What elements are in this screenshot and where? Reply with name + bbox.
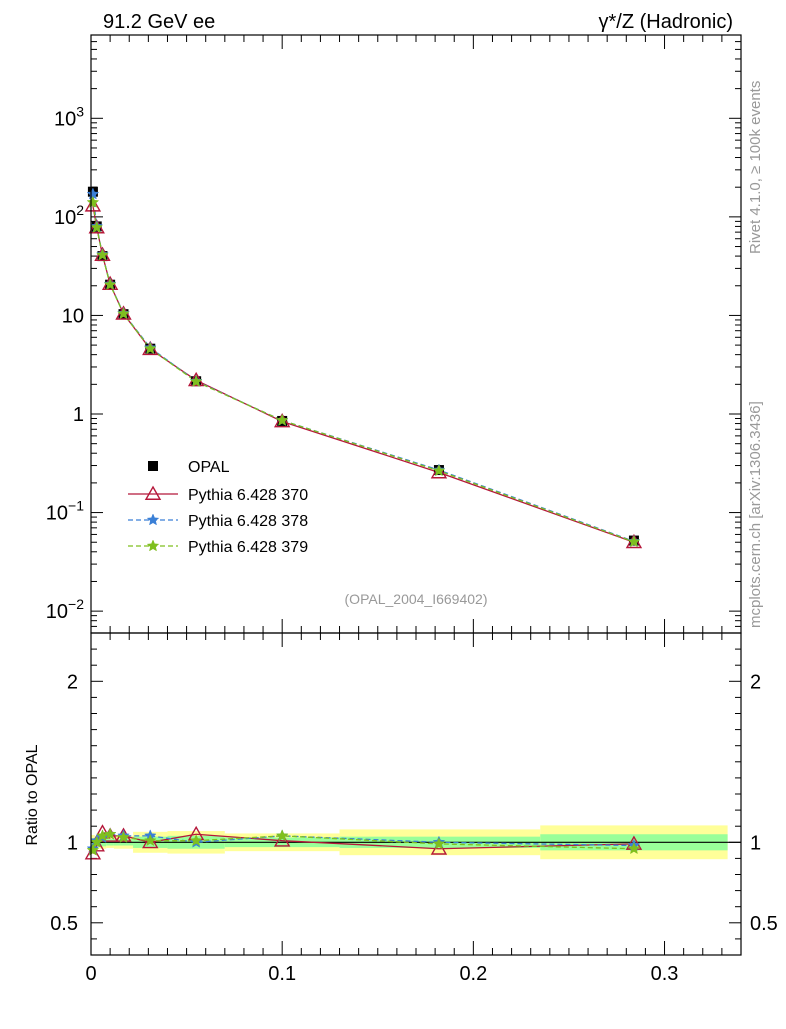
legend-label: Pythia 6.428 370 [188,487,308,504]
ratio-y-tick-label-right: 1 [750,832,761,854]
ratio-point [90,835,104,848]
ratio-series-line [92,833,634,851]
main-y-tick-label: 1 [73,404,84,426]
legend-label: Pythia 6.428 378 [188,513,308,530]
mc-point [90,220,104,233]
ratio-point [143,834,157,847]
mc-point [189,374,203,388]
mc-point [275,413,289,426]
mc-point [432,464,446,477]
x-tick-label: 0.1 [268,963,296,985]
mc-point [86,195,100,208]
mcplots-label: mcplots.cern.ch [arXiv:1306.3436] [747,401,764,628]
ratio-point [142,833,159,849]
mc-point [84,197,102,212]
mc-point [143,342,157,355]
ratio-y-tick-label: 0.5 [50,913,78,935]
ratio-point [275,829,289,842]
ratio-y-tick-label: 2 [67,671,78,693]
main-series-line [92,205,635,543]
main-y-tick-label: 10−1 [46,498,84,525]
ratio-frame [90,632,742,956]
series-markers [84,186,643,860]
mc-point [627,535,641,548]
main-series-line [92,202,635,543]
main-y-tick-label: 102 [54,202,84,229]
legend-marker [146,513,160,526]
x-tick-label: 0.3 [651,963,679,985]
ratio-point [432,837,446,850]
rivet-label: Rivet 4.1.0, ≥ 100k events [747,81,764,254]
main-y-tick-label: 10−2 [46,596,84,623]
ratio-y-tick-label: 1 [67,832,78,854]
header-right: γ*/Z (Hadronic) [599,11,733,33]
legend-marker [148,461,158,471]
legend-label: OPAL [188,459,230,476]
ratio-point [103,827,117,840]
ratio-ylabel: Ratio to OPAL [24,744,41,845]
ratio-y-tick-label-right: 0.5 [750,913,778,935]
ratio-point [117,830,130,843]
legend: OPAL Pythia 6.428 370 Pythia 6.428 378 Pyth… [128,459,308,556]
legend-marker [144,485,162,500]
ratio-point [627,842,641,855]
header-left: 91.2 GeV ee [103,11,215,33]
legend-marker [146,539,160,552]
main-y-tick-label: 10 [62,305,84,327]
x-tick-label: 0.2 [459,963,487,985]
mc-point [117,307,130,320]
x-tick-label: 0 [85,963,96,985]
mc-point [430,464,448,479]
analysis-tag: (OPAL_2004_I669402) [345,591,488,607]
ratio-point [86,843,100,856]
mc-point [96,248,109,261]
ratio-point [189,834,203,847]
axes-and-ticks: 10−2 10−1 1 10 102 103 0.5 0.5 1 1 2 2 0 0.1 0.2 0.3 [46,34,778,985]
ratio-y-tick-label-right: 2 [750,671,761,693]
legend-label: Pythia 6.428 379 [188,539,308,556]
series-lines [92,194,635,854]
mc-point [103,278,117,291]
main-y-tick-label: 103 [54,103,84,130]
main-series-line [92,194,635,543]
